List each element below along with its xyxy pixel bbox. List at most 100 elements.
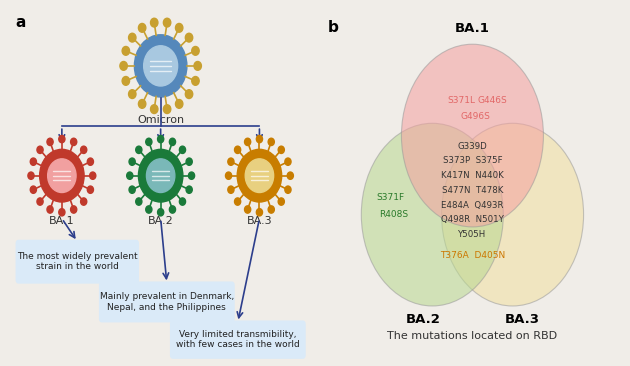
Circle shape bbox=[146, 206, 152, 213]
Circle shape bbox=[194, 61, 202, 70]
Circle shape bbox=[158, 135, 164, 143]
Circle shape bbox=[268, 206, 274, 213]
Circle shape bbox=[30, 158, 37, 165]
Ellipse shape bbox=[442, 123, 583, 306]
Circle shape bbox=[285, 158, 291, 165]
Text: S373P  S375F: S373P S375F bbox=[443, 156, 502, 165]
Circle shape bbox=[129, 33, 136, 42]
Circle shape bbox=[226, 172, 232, 179]
Text: BA.2: BA.2 bbox=[148, 216, 173, 226]
Circle shape bbox=[146, 138, 152, 146]
Circle shape bbox=[169, 138, 176, 146]
Text: S371L: S371L bbox=[448, 96, 476, 105]
Text: The mutations located on RBD: The mutations located on RBD bbox=[387, 331, 558, 341]
Circle shape bbox=[287, 172, 294, 179]
Circle shape bbox=[47, 206, 53, 213]
Circle shape bbox=[163, 18, 171, 27]
Circle shape bbox=[71, 206, 77, 213]
Circle shape bbox=[59, 209, 65, 216]
Circle shape bbox=[88, 186, 93, 193]
Circle shape bbox=[278, 146, 284, 153]
Circle shape bbox=[129, 158, 135, 165]
Text: BA.1: BA.1 bbox=[49, 216, 75, 226]
Circle shape bbox=[129, 186, 135, 193]
Circle shape bbox=[186, 186, 192, 193]
Circle shape bbox=[268, 138, 274, 146]
Circle shape bbox=[228, 186, 234, 193]
Circle shape bbox=[186, 158, 192, 165]
Text: T376A  D405N: T376A D405N bbox=[440, 251, 505, 259]
Circle shape bbox=[244, 138, 251, 146]
Circle shape bbox=[122, 46, 130, 55]
Text: The most widely prevalent
strain in the world: The most widely prevalent strain in the … bbox=[17, 252, 137, 272]
Circle shape bbox=[185, 33, 193, 42]
FancyBboxPatch shape bbox=[99, 281, 235, 322]
Circle shape bbox=[139, 100, 146, 108]
Circle shape bbox=[278, 198, 284, 205]
Circle shape bbox=[30, 186, 37, 193]
Circle shape bbox=[180, 146, 186, 153]
Circle shape bbox=[47, 138, 53, 146]
Circle shape bbox=[180, 198, 186, 205]
Circle shape bbox=[139, 149, 183, 202]
FancyBboxPatch shape bbox=[170, 321, 306, 359]
Text: Omicron: Omicron bbox=[137, 115, 184, 125]
Ellipse shape bbox=[362, 123, 503, 306]
Circle shape bbox=[81, 198, 87, 205]
Circle shape bbox=[71, 138, 77, 146]
Circle shape bbox=[135, 198, 142, 205]
Circle shape bbox=[285, 186, 291, 193]
Circle shape bbox=[163, 105, 171, 113]
Circle shape bbox=[169, 206, 176, 213]
Circle shape bbox=[244, 206, 251, 213]
Text: G446S: G446S bbox=[478, 96, 507, 105]
Circle shape bbox=[134, 35, 187, 97]
Circle shape bbox=[40, 149, 84, 202]
Ellipse shape bbox=[401, 44, 544, 227]
Circle shape bbox=[59, 135, 65, 143]
Text: E484A  Q493R: E484A Q493R bbox=[441, 201, 504, 210]
Circle shape bbox=[89, 172, 96, 179]
Circle shape bbox=[151, 105, 158, 113]
Text: BA.3: BA.3 bbox=[246, 216, 272, 226]
Text: S371F: S371F bbox=[377, 193, 404, 202]
Circle shape bbox=[176, 100, 183, 108]
Circle shape bbox=[185, 90, 193, 98]
Circle shape bbox=[135, 146, 142, 153]
Circle shape bbox=[256, 209, 263, 216]
Circle shape bbox=[120, 61, 127, 70]
Text: R408S: R408S bbox=[379, 210, 408, 219]
Circle shape bbox=[176, 23, 183, 32]
Circle shape bbox=[28, 172, 34, 179]
Circle shape bbox=[234, 146, 241, 153]
Text: BA.3: BA.3 bbox=[505, 313, 539, 326]
Circle shape bbox=[37, 146, 43, 153]
Circle shape bbox=[234, 198, 241, 205]
Circle shape bbox=[146, 159, 175, 193]
Circle shape bbox=[48, 159, 76, 193]
Circle shape bbox=[256, 135, 263, 143]
Circle shape bbox=[144, 46, 178, 86]
Text: G496S: G496S bbox=[461, 112, 491, 121]
Text: K417N  N440K: K417N N440K bbox=[441, 171, 504, 180]
Text: BA.2: BA.2 bbox=[406, 313, 440, 326]
Circle shape bbox=[151, 18, 158, 27]
Circle shape bbox=[37, 198, 43, 205]
Text: Very limited transmibility,
with few cases in the world: Very limited transmibility, with few cas… bbox=[176, 330, 300, 350]
Text: S477N  T478K: S477N T478K bbox=[442, 186, 503, 195]
Text: b: b bbox=[328, 20, 338, 35]
FancyBboxPatch shape bbox=[16, 240, 139, 284]
Circle shape bbox=[192, 46, 199, 55]
Text: Mainly prevalent in Denmark,
Nepal, and the Philippines: Mainly prevalent in Denmark, Nepal, and … bbox=[100, 292, 234, 312]
Circle shape bbox=[192, 76, 199, 85]
Circle shape bbox=[188, 172, 195, 179]
Circle shape bbox=[88, 158, 93, 165]
Circle shape bbox=[238, 149, 282, 202]
Text: BA.1: BA.1 bbox=[455, 22, 490, 36]
Circle shape bbox=[122, 76, 130, 85]
Circle shape bbox=[81, 146, 87, 153]
Circle shape bbox=[129, 90, 136, 98]
Circle shape bbox=[139, 23, 146, 32]
Circle shape bbox=[127, 172, 133, 179]
Text: G339D: G339D bbox=[457, 142, 488, 150]
